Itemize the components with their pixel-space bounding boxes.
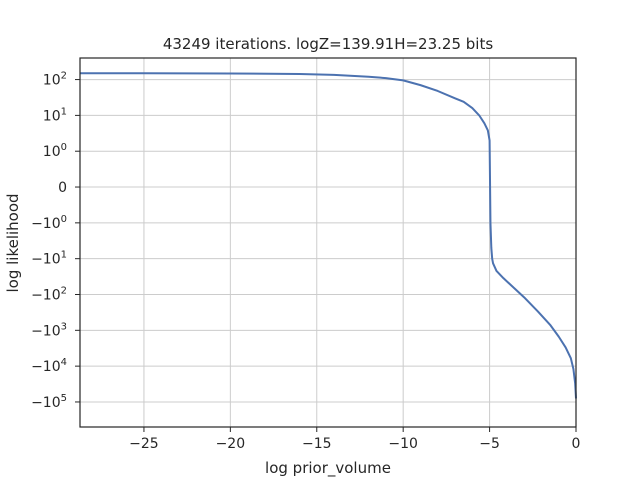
x-tick-label: −15: [302, 436, 332, 452]
chart-title: 43249 iterations. logZ=139.91H=23.25 bit…: [163, 35, 494, 53]
x-tick-label: −20: [216, 436, 246, 452]
y-tick-label: −100: [31, 214, 67, 232]
y-axis-label: log likelihood: [4, 193, 22, 292]
y-tick-label: 100: [43, 142, 67, 160]
series-layer: [80, 72, 577, 399]
y-tick-label: −104: [31, 357, 67, 375]
grid-layer: [80, 58, 577, 427]
x-tick-label: −5: [479, 436, 500, 452]
y-tick-label: 101: [43, 106, 67, 124]
y-tick-label: −103: [31, 321, 67, 339]
x-axis-label: log prior_volume: [265, 459, 391, 478]
x-tick-label: 0: [572, 436, 581, 452]
tick-layer: −25 −20 −15 −10 −5 0 102 101 100 0 −100 −101 −102 −10…: [31, 71, 580, 452]
y-tick-label: −101: [31, 250, 67, 268]
series-line: [80, 72, 577, 399]
y-tick-label: −102: [31, 285, 67, 303]
y-tick-label: 102: [43, 71, 67, 89]
plot-frame: [79, 57, 577, 428]
y-tick-label: −105: [31, 393, 67, 411]
y-tick-label: 0: [58, 180, 67, 196]
x-tick-label: −10: [388, 436, 418, 452]
x-tick-label: −25: [129, 436, 159, 452]
